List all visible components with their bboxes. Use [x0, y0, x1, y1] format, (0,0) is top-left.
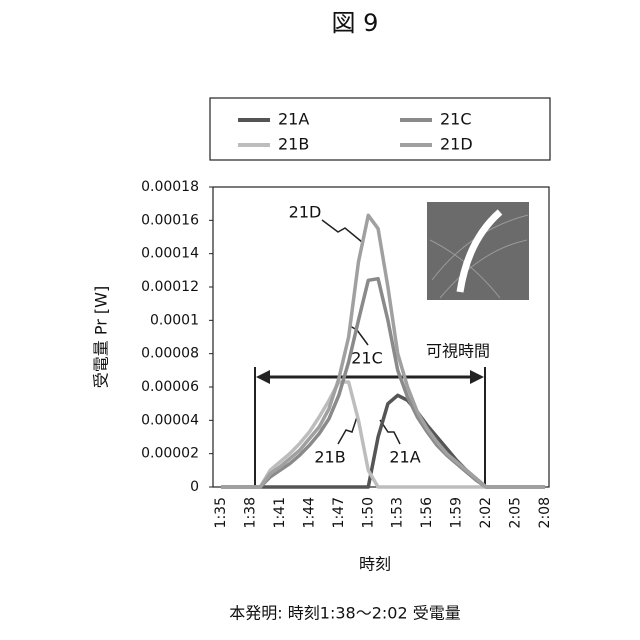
y-tick-label: 0	[190, 479, 199, 495]
x-tick-label: 1:53	[390, 497, 406, 528]
x-tick-label: 1:50	[360, 497, 376, 528]
y-tick-label: 0.00006	[141, 379, 199, 395]
y-axis-label: 受電量 Pr [W]	[92, 286, 111, 388]
legend-label: 21A	[278, 110, 309, 129]
legend-label: 21D	[440, 135, 473, 154]
caption: 本発明: 時刻1:38〜2:02 受電量	[229, 604, 460, 623]
y-tick-label: 0.00012	[141, 279, 199, 295]
x-tick-label: 1:44	[301, 497, 317, 529]
annotation: 21D	[289, 203, 322, 222]
x-tick-label: 1:56	[419, 497, 435, 529]
x-tick-label: 1:47	[331, 497, 347, 528]
x-axis-label: 時刻	[359, 555, 391, 574]
y-tick-label: 0.00008	[141, 346, 199, 362]
y-tick-label: 0.00014	[141, 246, 199, 262]
leader-line	[322, 220, 362, 242]
y-tick-label: 0.00018	[141, 179, 199, 195]
legend-label: 21C	[440, 110, 472, 129]
annotation: 21C	[351, 349, 383, 368]
x-tick-label: 2:02	[478, 497, 494, 528]
annotation: 21A	[389, 448, 420, 467]
x-tick-label: 1:38	[242, 497, 258, 528]
annotation: 可視時間	[426, 342, 490, 361]
leader-line	[338, 414, 358, 444]
x-tick-label: 1:59	[449, 497, 465, 528]
chart-title: 図 9	[332, 9, 379, 37]
x-tick-label: 1:41	[272, 497, 288, 528]
series-line	[221, 382, 545, 487]
y-tick-label: 0.00004	[141, 412, 199, 428]
x-tick-label: 2:05	[508, 497, 524, 528]
annotation: 21B	[314, 448, 345, 467]
legend-label: 21B	[278, 135, 309, 154]
chart: 図 9 時刻 受電量 Pr [W] 本発明: 時刻1:38〜2:02 受電量 2…	[0, 0, 640, 640]
x-tick-label: 1:35	[213, 497, 229, 528]
y-tick-label: 0.00002	[141, 446, 199, 462]
y-tick-label: 0.0001	[150, 312, 199, 328]
legend-box	[210, 98, 550, 160]
x-tick-label: 2:08	[537, 497, 553, 528]
y-tick-label: 0.00016	[141, 212, 199, 228]
visible-range-arrow	[255, 367, 485, 487]
inset-photo	[427, 202, 529, 300]
